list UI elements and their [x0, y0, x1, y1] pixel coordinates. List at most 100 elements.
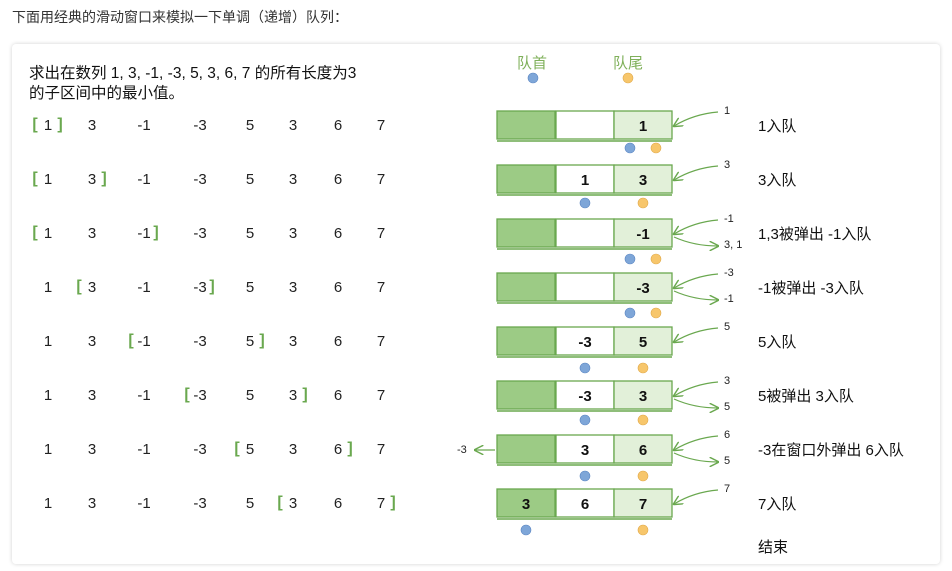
- queue-cell-value: 1: [639, 118, 647, 135]
- step-description: 1,3被弹出 -1入队: [758, 226, 872, 243]
- sequence-number: 3: [87, 279, 97, 296]
- queue-cell: [613, 218, 673, 248]
- queue-cell-value: 6: [639, 442, 647, 459]
- queue-cell-value: 3: [522, 496, 530, 513]
- push-arrow: [674, 489, 719, 504]
- push-value-label: -3: [724, 267, 734, 279]
- queue-tail-header: 队尾: [612, 55, 644, 72]
- sequence-number: 6: [333, 225, 343, 242]
- push-value-label: 6: [724, 429, 731, 441]
- sequence-number: 1: [43, 279, 53, 296]
- sequence-number: 3: [87, 117, 97, 134]
- sequence-number: 3: [288, 171, 298, 188]
- sequence-number: 5: [245, 387, 255, 404]
- queue-cell: [496, 218, 556, 248]
- queue-cell-value: 3: [639, 172, 647, 189]
- window-bracket-left: [: [184, 386, 190, 403]
- head-legend-dot: [527, 72, 539, 84]
- window-bracket-left: [: [32, 170, 38, 187]
- sequence-number: 1: [43, 441, 53, 458]
- push-arrow: [674, 273, 719, 288]
- pop-arrow: [673, 290, 718, 300]
- window-bracket-left: [: [32, 224, 38, 241]
- queue-cell-value: 6: [581, 496, 589, 513]
- sequence-number: -1: [137, 225, 151, 242]
- sequence-number: -3: [193, 279, 207, 296]
- head-pointer-dot: [579, 470, 591, 482]
- pop-arrow: [673, 398, 718, 408]
- head-pointer-dot: [579, 197, 591, 209]
- sequence-number: 1: [43, 171, 53, 188]
- push-arrow: [674, 327, 719, 342]
- intro-text: 下面用经典的滑动窗口来模拟一下单调（递增）队列：: [12, 9, 348, 25]
- tail-pointer-dot: [637, 414, 649, 426]
- sequence-number: -3: [193, 387, 207, 404]
- head-pointer-dot: [624, 307, 636, 319]
- pop-arrow: [673, 452, 718, 462]
- end-label: 结束: [758, 539, 789, 556]
- sequence-number: -1: [137, 279, 151, 296]
- head-pointer-dot: [624, 142, 636, 154]
- step-description: 7入队: [758, 496, 797, 513]
- head-pointer-dot: [520, 524, 532, 536]
- queue-cell-value: 5: [639, 334, 647, 351]
- sequence-number: 3: [288, 225, 298, 242]
- queue-cell: [496, 380, 556, 410]
- front-pop-label: -3: [457, 444, 467, 456]
- queue-cell: [555, 434, 615, 464]
- sequence-number: 1: [43, 117, 53, 134]
- tail-pointer-dot: [637, 524, 649, 536]
- head-pointer-dot: [579, 414, 591, 426]
- sequence-number: 3: [288, 441, 298, 458]
- sequence-number: 7: [376, 117, 386, 134]
- pop-arrow: [673, 236, 718, 246]
- queue-cell: [613, 272, 673, 302]
- step-description: -3在窗口外弹出 6入队: [758, 442, 904, 459]
- sequence-number: -3: [193, 495, 207, 512]
- sequence-number: 5: [245, 279, 255, 296]
- window-bracket-right: ]: [153, 224, 159, 241]
- step-description: 1入队: [758, 118, 797, 135]
- push-arrow: [674, 435, 719, 450]
- sequence-number: 7: [376, 225, 386, 242]
- push-value-label: 7: [724, 483, 731, 495]
- window-bracket-left: [: [32, 116, 38, 133]
- queue-cell: [555, 380, 615, 410]
- sequence-number: 3: [87, 225, 97, 242]
- pop-value-label: 5: [724, 455, 731, 467]
- queue-cell-value: -1: [636, 226, 649, 243]
- sequence-number: 7: [376, 495, 386, 512]
- window-bracket-right: ]: [209, 278, 215, 295]
- sequence-number: 6: [333, 441, 343, 458]
- tail-pointer-dot: [650, 142, 662, 154]
- sequence-number: 1: [43, 495, 53, 512]
- tail-pointer-dot: [650, 307, 662, 319]
- task-line-1: 求出在数列 1, 3, -1, -3, 5, 3, 6, 7 的所有长度为3: [29, 65, 357, 82]
- sequence-number: 7: [376, 333, 386, 350]
- push-value-label: 3: [724, 159, 731, 171]
- sequence-number: 3: [288, 387, 298, 404]
- queue-cell: [613, 164, 673, 194]
- sequence-number: 3: [87, 441, 97, 458]
- step-description: 5入队: [758, 334, 797, 351]
- window-bracket-right: ]: [390, 494, 396, 511]
- sequence-number: 1: [43, 333, 53, 350]
- sequence-number: -1: [137, 333, 151, 350]
- queue-cell: [555, 218, 615, 248]
- queue-cell: [555, 272, 615, 302]
- queue-cell: [555, 326, 615, 356]
- push-arrow: [674, 219, 719, 234]
- sequence-number: 5: [245, 495, 255, 512]
- window-bracket-right: ]: [347, 440, 353, 457]
- tail-pointer-dot: [650, 253, 662, 265]
- queue-cell: [496, 488, 556, 518]
- sequence-number: 5: [245, 117, 255, 134]
- window-bracket-right: ]: [57, 116, 63, 133]
- push-value-label: 1: [724, 105, 731, 117]
- pop-value-label: -1: [724, 293, 734, 305]
- diagram-panel: [12, 44, 940, 564]
- queue-cell: [496, 272, 556, 302]
- sequence-number: -3: [193, 117, 207, 134]
- queue-cell: [613, 434, 673, 464]
- sequence-number: -3: [193, 441, 207, 458]
